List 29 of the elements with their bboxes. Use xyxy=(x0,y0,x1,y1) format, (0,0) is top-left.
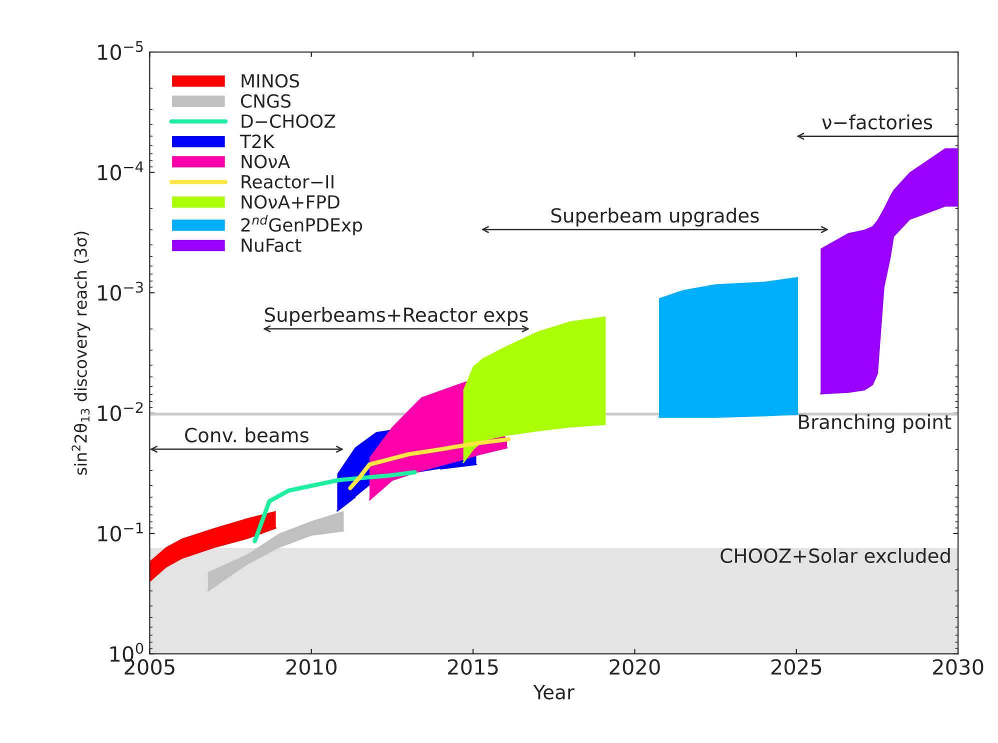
y-axis-title: sin$^{2}$2θ$_{13}$ discovery reach (3σ) xyxy=(72,232,90,475)
x-tick-label: 2025 xyxy=(771,659,822,675)
line-series xyxy=(348,437,511,490)
x-tick-label: 2020 xyxy=(610,659,660,675)
legend-label: T2K xyxy=(240,134,275,148)
legend-label: NOνA xyxy=(242,154,290,168)
band-label: CHOOZ+Solar excluded xyxy=(720,548,950,564)
legend-label: D−CHOOZ xyxy=(242,114,336,128)
legend-label: MINOS xyxy=(242,74,300,88)
y-tick-label: 10$^{−2}$ xyxy=(98,402,143,422)
annotation: ν−factories xyxy=(822,114,932,130)
legend-label: CNGS xyxy=(240,94,291,108)
annotation: Conv. beams xyxy=(185,427,308,442)
annotation: Superbeams+Reactor exps xyxy=(265,307,528,326)
legend-label: NuFact xyxy=(242,238,302,252)
x-axis-title: Year xyxy=(533,685,574,700)
legend-label: NOνA+FPD xyxy=(242,195,340,209)
y-tick-label: 10$^{−3}$ xyxy=(98,282,143,301)
x-tick-label: 2030 xyxy=(933,659,984,675)
x-tick-label: 2010 xyxy=(286,659,336,675)
annotation: Superbeam upgrades xyxy=(551,208,759,227)
y-tick-label: 10$^{−5}$ xyxy=(98,41,143,60)
y-tick-label: 10$^{−1}$ xyxy=(98,522,143,542)
line-series xyxy=(252,470,417,544)
ref-line-label: Branching point xyxy=(799,414,952,433)
legend-label: Reactor−II xyxy=(242,175,334,189)
legend-label: 2$^{nd}$GenPDExp xyxy=(241,214,362,236)
y-tick-label: 10$^{−4}$ xyxy=(98,162,144,180)
x-tick-label: 2015 xyxy=(448,659,498,675)
